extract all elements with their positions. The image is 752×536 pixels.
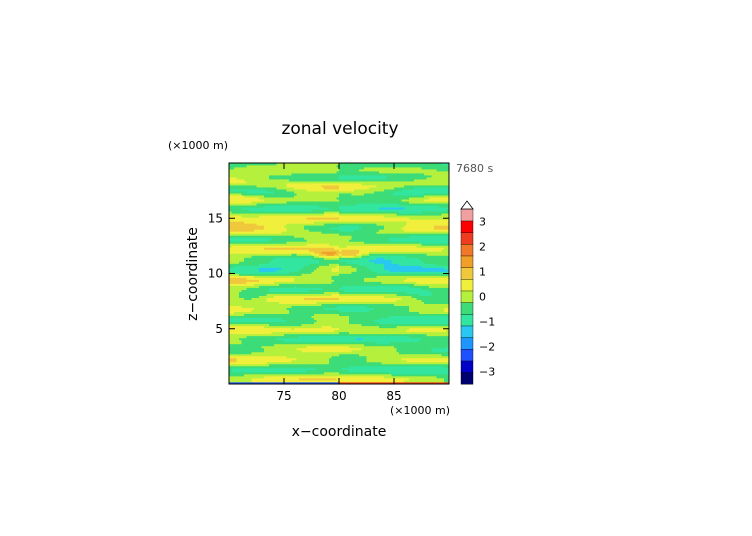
colorbar-tick-label: 3 (479, 216, 486, 229)
y-tick-label: 15 (208, 211, 223, 225)
chart-title: zonal velocity (281, 119, 398, 139)
x-units-label: (×1000 m) (390, 404, 450, 417)
x-tick-label: 85 (386, 389, 401, 403)
velocity-field (229, 163, 449, 384)
colorbar-tick-label: −3 (479, 366, 495, 379)
y-units-label: (×1000 m) (168, 139, 228, 152)
colorbar-swatch (461, 209, 473, 221)
colorbar-swatch (461, 337, 473, 349)
y-tick-label: 10 (208, 267, 223, 281)
y-tick-label: 5 (215, 322, 223, 336)
colorbar-tick-label: 0 (479, 291, 486, 304)
colorbar-swatch (461, 256, 473, 268)
colorbar-swatch (461, 372, 473, 384)
colorbar-swatch (461, 361, 473, 373)
colorbar-swatch (461, 244, 473, 256)
x-tick-label: 75 (276, 389, 291, 403)
colorbar-swatch (461, 232, 473, 244)
time-label: 7680 s (456, 162, 493, 175)
colorbar-extend-arrow (461, 201, 473, 209)
colorbar-swatch (461, 314, 473, 326)
colorbar-swatch (461, 221, 473, 233)
colorbar-tick-label: −2 (479, 341, 495, 354)
colorbar-tick-label: −1 (479, 316, 495, 329)
colorbar-swatch (461, 267, 473, 279)
y-axis-label: z−coordinate (185, 227, 201, 321)
x-axis-label: x−coordinate (292, 424, 387, 440)
colorbar-swatch (461, 279, 473, 291)
colorbar-tick-label: 2 (479, 241, 486, 254)
colorbar-swatch (461, 291, 473, 303)
colorbar-swatch (461, 349, 473, 361)
colorbar: −3 −2 −1 0 1 2 3 (461, 201, 495, 384)
colorbar-swatch (461, 326, 473, 338)
colorbar-swatch (461, 302, 473, 314)
colorbar-tick-label: 1 (479, 266, 486, 279)
x-tick-label: 80 (331, 389, 346, 403)
